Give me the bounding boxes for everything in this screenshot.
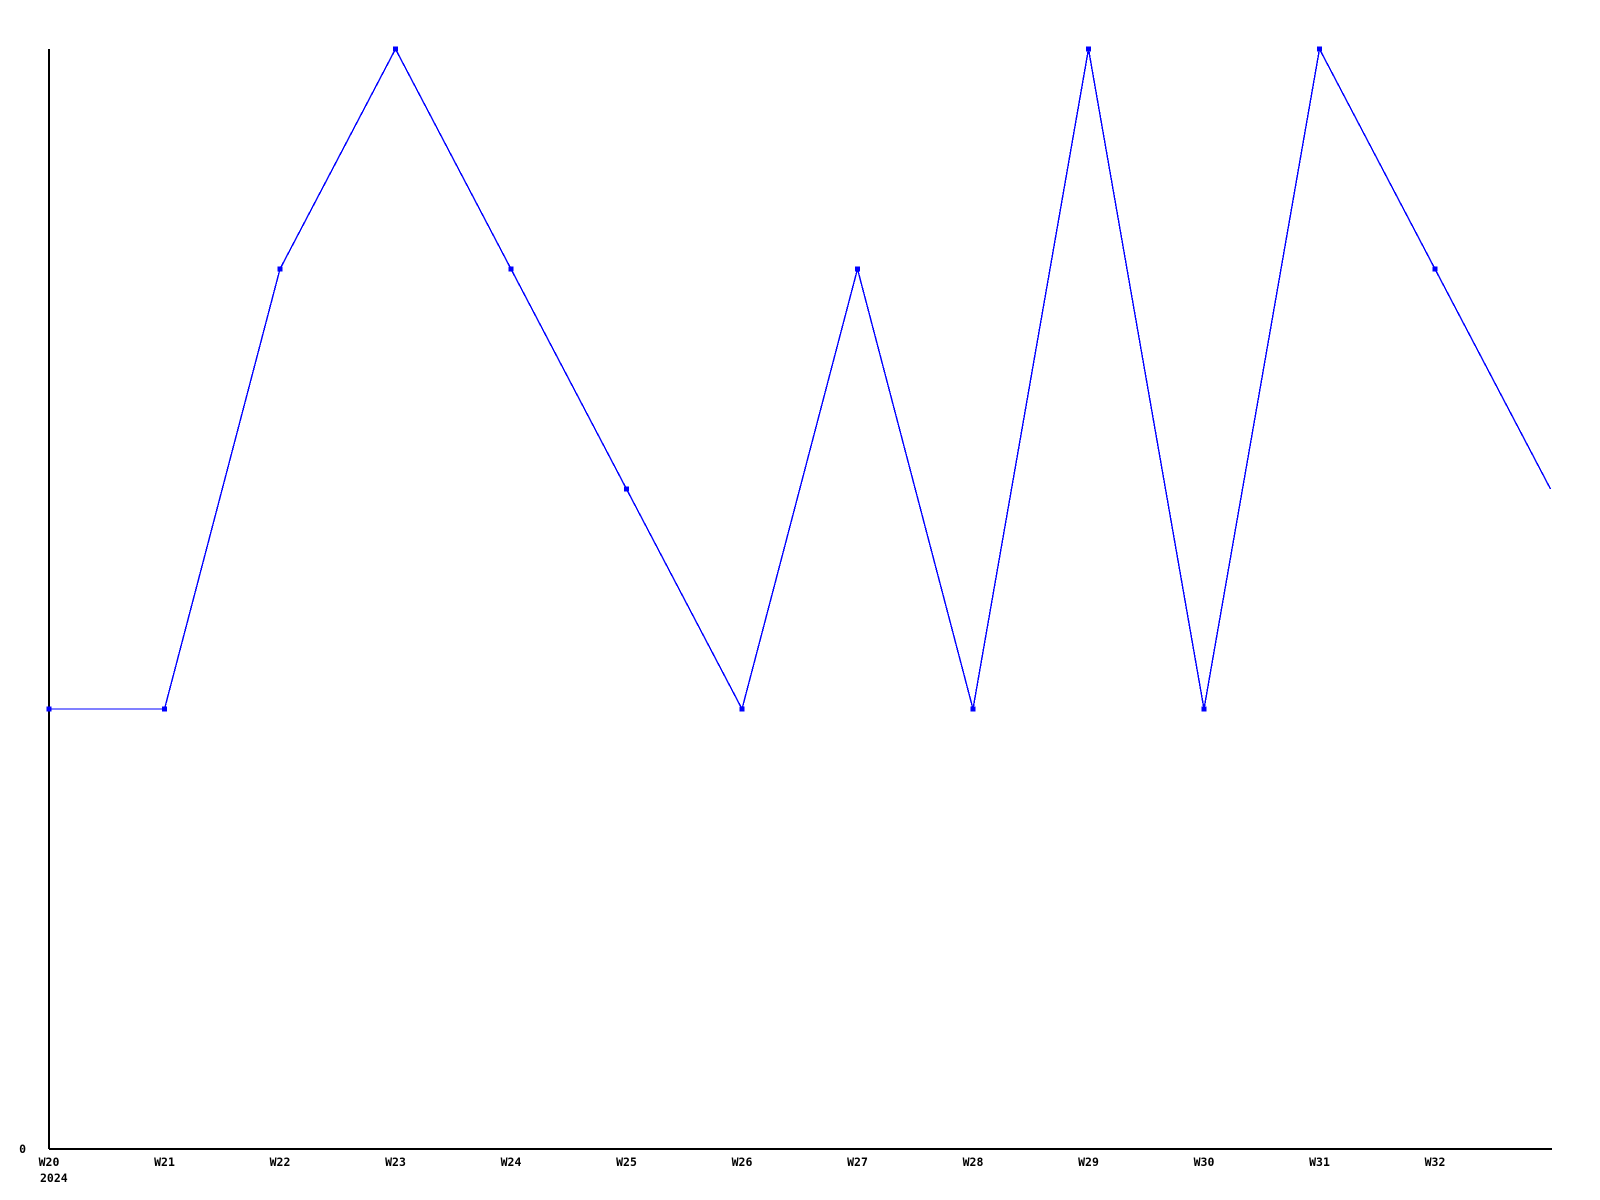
- x-tick-label: W31: [1309, 1155, 1330, 1169]
- x-tick-label: W23: [385, 1155, 406, 1169]
- data-point-marker: [970, 706, 976, 712]
- data-point-marker: [393, 46, 398, 52]
- x-tick-label: W25: [616, 1155, 637, 1169]
- x-tick-label: W32: [1425, 1155, 1446, 1169]
- y-tick-label: 0: [19, 1142, 26, 1156]
- data-point-marker: [1317, 46, 1322, 52]
- x-tick-label: W28: [963, 1155, 984, 1169]
- x-tick-label: W20: [39, 1155, 60, 1169]
- data-point-marker: [1432, 266, 1438, 272]
- x-tick-label: W29: [1078, 1155, 1099, 1169]
- data-point-marker: [624, 486, 629, 492]
- x-tick-label: W30: [1194, 1155, 1215, 1169]
- data-point-marker: [162, 706, 167, 712]
- x-tick-label: W24: [501, 1155, 522, 1169]
- data-point-marker: [1201, 706, 1207, 712]
- data-point-marker: [739, 706, 745, 712]
- data-point-marker: [277, 266, 283, 272]
- data-line: [49, 46, 1552, 711]
- x-tick-label: W21: [154, 1155, 175, 1169]
- x-axis-year-label: 2024: [40, 1171, 68, 1185]
- data-point-marker: [46, 706, 52, 712]
- x-tick-label: W27: [847, 1155, 868, 1169]
- x-tick-label: W26: [732, 1155, 753, 1169]
- x-tick-label: W22: [270, 1155, 291, 1169]
- data-point-marker: [855, 266, 860, 272]
- data-point-marker: [508, 266, 514, 272]
- data-point-marker: [1086, 46, 1091, 52]
